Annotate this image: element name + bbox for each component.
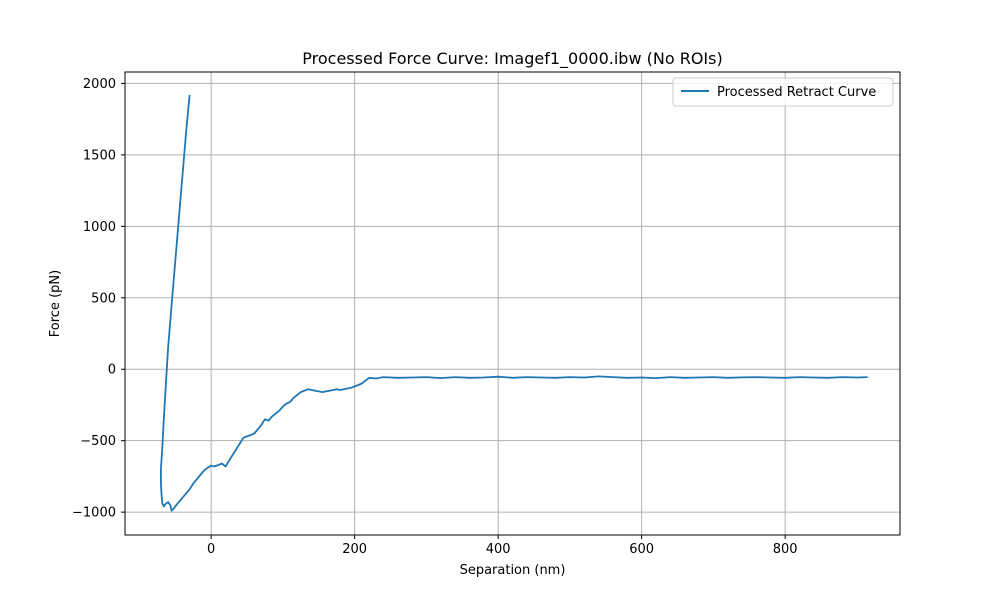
series-layer bbox=[159, 94, 868, 512]
x-tick-label: 200 bbox=[342, 542, 367, 557]
y-tick-label: −500 bbox=[80, 434, 116, 449]
legend-box bbox=[672, 77, 894, 107]
x-axis-label: Separation (nm) bbox=[460, 563, 566, 578]
x-tick-label: 800 bbox=[773, 542, 798, 557]
y-axis-label: Force (pN) bbox=[48, 270, 63, 337]
y-tick-label: 1000 bbox=[83, 220, 116, 235]
y-tick-label: 2000 bbox=[83, 77, 116, 92]
series-line-0 bbox=[159, 94, 868, 512]
chart-title: Processed Force Curve: Imagef1_0000.ibw … bbox=[302, 49, 722, 69]
x-tick-label: 400 bbox=[486, 542, 511, 557]
y-tick-label: 500 bbox=[91, 291, 116, 306]
x-tick-label: 600 bbox=[629, 542, 654, 557]
x-tick-label: 0 bbox=[207, 542, 215, 557]
legend-entry: Processed Retract Curve bbox=[717, 85, 876, 100]
y-tick-label: 1500 bbox=[83, 148, 116, 163]
ticks: 0 200 400 600 800 −1000 −500 0 500 1000 1500 2000 bbox=[72, 77, 798, 557]
grid bbox=[125, 72, 900, 535]
plot-frame bbox=[124, 71, 901, 536]
y-tick-label: −1000 bbox=[72, 506, 116, 521]
legend: Processed Retract Curve bbox=[672, 77, 894, 107]
y-tick-label: 0 bbox=[108, 363, 116, 378]
